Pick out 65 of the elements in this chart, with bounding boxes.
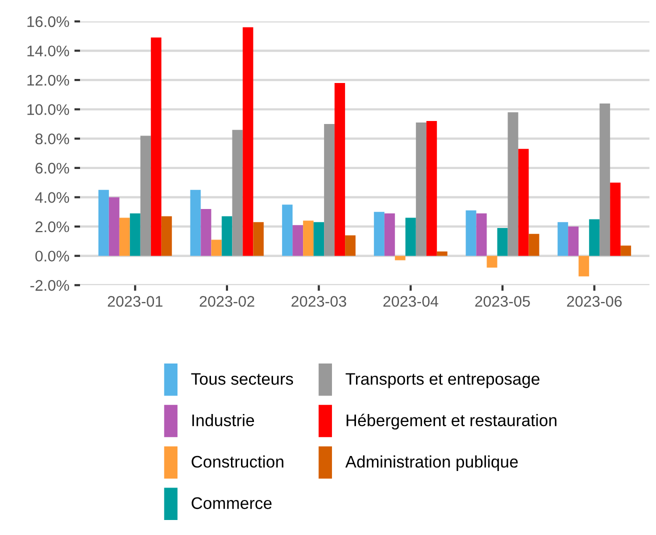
- y-tick-label: 8.0%: [35, 133, 70, 144]
- legend-label: Tous secteurs: [191, 373, 294, 385]
- legend-label: Hébergement et restauration: [346, 414, 556, 430]
- bar: [161, 216, 172, 256]
- bar: [426, 121, 437, 256]
- bar: [568, 226, 579, 256]
- y-tick-label: 14.0%: [27, 46, 70, 56]
- bar: [119, 218, 130, 256]
- bar: [466, 210, 476, 256]
- bar: [242, 27, 254, 256]
- y-tick-label: 4.0%: [35, 192, 70, 203]
- x-tick-label: 2023-02: [200, 296, 254, 307]
- y-tick-label: 12.0%: [27, 74, 70, 86]
- legend-label: Transports et entreposage: [346, 373, 540, 388]
- legend-label: Commerce: [192, 497, 272, 510]
- bar: [508, 112, 518, 256]
- y-tick-label: 10.0%: [27, 104, 70, 116]
- bar: [476, 213, 487, 256]
- bar: [190, 190, 201, 256]
- bar: [314, 222, 324, 256]
- x-tick-label: 2023-01: [108, 296, 162, 307]
- y-tick-label: -2.0%: [30, 280, 70, 291]
- bar: [345, 235, 356, 256]
- x-tick-label: 2023-06: [567, 296, 622, 307]
- bar: [589, 219, 600, 256]
- bar: [200, 208, 212, 256]
- y-tick-label: 6.0%: [36, 162, 70, 174]
- legend-label: Industrie: [192, 414, 254, 426]
- legend-label: Administration publique: [345, 455, 518, 471]
- bar: [558, 222, 568, 256]
- bar: [108, 197, 120, 256]
- bar: [620, 246, 632, 256]
- bar: [610, 182, 621, 256]
- bar: [394, 256, 406, 260]
- bar: [600, 103, 610, 256]
- bar: [140, 136, 151, 256]
- x-tick-label: 2023-03: [292, 296, 346, 307]
- bar: [528, 234, 540, 256]
- bar: [282, 204, 293, 256]
- bar: [416, 122, 426, 256]
- bar: [405, 218, 416, 256]
- bar: [324, 124, 335, 256]
- bar: [211, 240, 222, 256]
- y-tick-label: 16.0%: [27, 16, 70, 28]
- bar: [98, 190, 109, 256]
- bar: [150, 38, 162, 256]
- bar: [486, 256, 498, 268]
- y-tick-label: 2.0%: [36, 221, 70, 232]
- legend-label: Construction: [192, 455, 284, 468]
- bar: [130, 213, 140, 256]
- x-tick-label: 2023-05: [475, 296, 530, 307]
- y-tick-label: 0.0%: [35, 250, 70, 262]
- bar: [232, 130, 243, 256]
- bar: [436, 251, 448, 256]
- bar: [497, 228, 508, 256]
- bar: [303, 220, 314, 256]
- bar: [518, 148, 529, 256]
- bar: [578, 256, 590, 276]
- bar: [292, 225, 304, 256]
- bar: [334, 82, 346, 256]
- bar: [253, 222, 264, 256]
- x-tick-label: 2023-04: [383, 296, 438, 307]
- bar: [222, 216, 232, 256]
- bar: [384, 213, 395, 256]
- bar: [374, 212, 384, 256]
